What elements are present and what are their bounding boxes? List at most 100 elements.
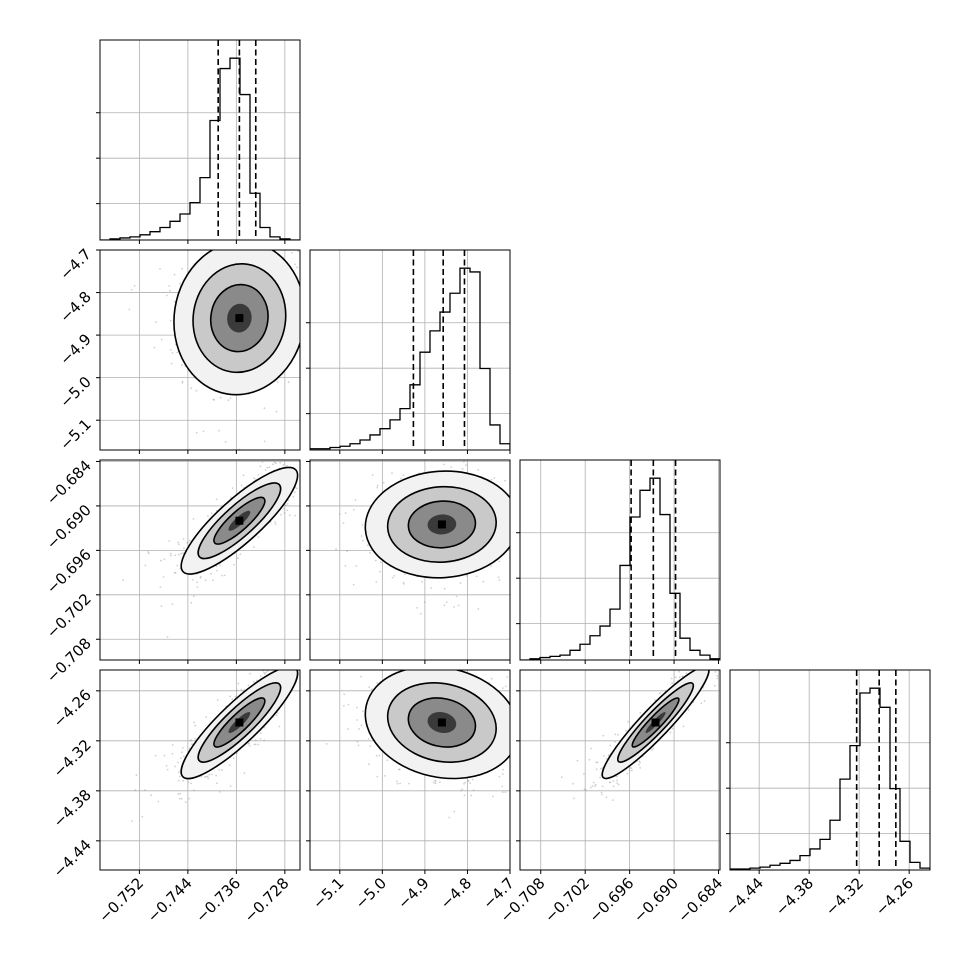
scatter-point xyxy=(273,461,276,464)
scatter-point xyxy=(194,737,197,740)
scatter-point xyxy=(171,752,174,755)
scatter-point xyxy=(467,780,470,782)
scatter-point xyxy=(682,725,685,728)
scatter-point xyxy=(356,706,358,709)
scatter-point xyxy=(205,775,208,778)
scatter-point xyxy=(211,773,213,776)
scatter-point xyxy=(297,250,300,253)
scatter-point xyxy=(252,546,255,548)
scatter-point xyxy=(180,797,183,800)
scatter-point xyxy=(166,768,169,771)
scatter-point xyxy=(492,795,494,798)
panel-1-1 xyxy=(306,249,511,454)
scatter-point xyxy=(371,474,374,476)
scatter-point xyxy=(195,389,198,392)
panel-content xyxy=(310,460,510,660)
scatter-point xyxy=(434,782,437,785)
scatter-point xyxy=(282,464,285,466)
scatter-point xyxy=(160,605,163,608)
scatter-point xyxy=(386,759,389,762)
scatter-point xyxy=(583,788,586,791)
scatter-point xyxy=(174,572,177,574)
scatter-point xyxy=(602,755,605,757)
scatter-point xyxy=(375,581,378,583)
scatter-point xyxy=(685,672,688,675)
scatter-point xyxy=(230,496,232,499)
scatter-point xyxy=(170,348,172,351)
scatter-point xyxy=(135,774,138,777)
scatter-point xyxy=(470,794,472,797)
histogram-step xyxy=(100,57,300,240)
scatter-point xyxy=(191,743,193,746)
scatter-point xyxy=(128,308,131,311)
scatter-point xyxy=(601,767,604,769)
scatter-point xyxy=(181,364,183,367)
scatter-point xyxy=(362,710,364,713)
panel-frame xyxy=(309,459,511,661)
scatter-point xyxy=(467,779,469,782)
scatter-point xyxy=(443,604,446,607)
scatter-point xyxy=(239,553,242,556)
scatter-point xyxy=(190,782,192,785)
scatter-point xyxy=(294,491,296,494)
scatter-point xyxy=(589,786,592,789)
scatter-point xyxy=(240,484,243,487)
scatter-point xyxy=(268,466,271,469)
scatter-point xyxy=(260,732,262,735)
panel-0-0 xyxy=(96,39,301,244)
scatter-point xyxy=(264,469,267,471)
scatter-point xyxy=(263,672,265,674)
histogram-step xyxy=(520,477,720,660)
scatter-point xyxy=(501,687,504,690)
scatter-point xyxy=(393,575,396,577)
scatter-point xyxy=(276,381,279,383)
scatter-point xyxy=(155,321,157,323)
scatter-point xyxy=(652,747,655,750)
scatter-point xyxy=(288,514,291,517)
scatter-point xyxy=(133,284,136,287)
scatter-point xyxy=(472,789,475,791)
scatter-point xyxy=(170,362,173,365)
scatter-point xyxy=(160,559,162,562)
scatter-point xyxy=(602,734,605,737)
scatter-point xyxy=(168,285,171,287)
panel-content xyxy=(520,670,720,870)
scatter-point xyxy=(367,738,370,740)
density-peak xyxy=(437,520,446,529)
scatter-point xyxy=(249,672,252,675)
scatter-point xyxy=(423,601,426,604)
scatter-point xyxy=(384,775,386,777)
scatter-point xyxy=(600,791,603,794)
scatter-point xyxy=(163,754,166,757)
scatter-point xyxy=(287,381,290,384)
density-peak xyxy=(235,314,244,323)
scatter-point xyxy=(196,581,198,584)
scatter-point xyxy=(231,487,234,490)
scatter-point xyxy=(177,779,180,782)
scatter-point xyxy=(183,755,185,758)
scatter-point xyxy=(360,724,363,727)
scatter-point xyxy=(608,781,611,784)
scatter-point xyxy=(498,579,501,581)
panel-content xyxy=(100,40,300,240)
scatter-point xyxy=(163,558,166,561)
scatter-point xyxy=(490,478,493,481)
scatter-point xyxy=(506,676,508,678)
scatter-point xyxy=(263,440,266,443)
scatter-point xyxy=(232,757,235,760)
scatter-point xyxy=(153,346,156,349)
scatter-point xyxy=(471,778,474,781)
scatter-point xyxy=(455,595,458,598)
scatter-point xyxy=(264,673,266,675)
density-peak xyxy=(437,718,446,727)
scatter-point xyxy=(236,752,238,754)
scatter-point xyxy=(182,747,184,749)
scatter-point xyxy=(179,282,181,285)
scatter-point xyxy=(352,583,355,586)
scatter-point xyxy=(421,580,423,583)
scatter-point xyxy=(254,743,257,746)
scatter-point xyxy=(194,724,197,727)
scatter-point xyxy=(504,479,506,482)
scatter-point xyxy=(346,550,349,553)
density-peak xyxy=(235,718,244,727)
